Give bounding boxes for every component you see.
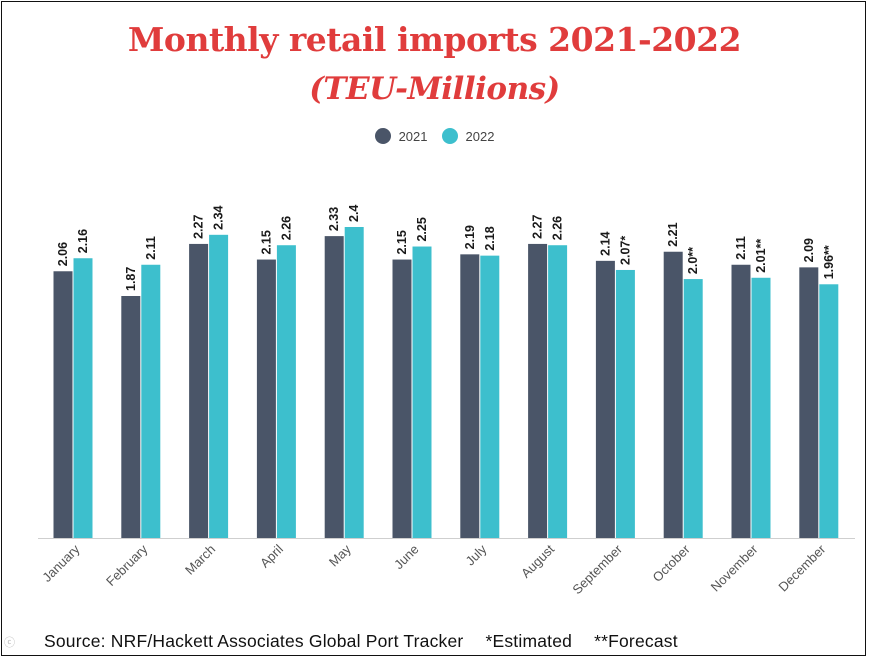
watermark: ⓒ [4, 637, 15, 649]
bar-2022-october [683, 279, 703, 538]
x-tick-march: March [182, 542, 218, 578]
estimated-note: *Estimated [485, 631, 573, 651]
legend-swatch-2021 [374, 128, 391, 144]
data-label-2022-february: 2.11 [144, 236, 158, 260]
bar-2022-january [73, 258, 93, 538]
data-label-2022-june: 2.25 [415, 217, 429, 241]
bar-2022-april [276, 245, 296, 538]
data-label-2021-november: 2.11 [734, 236, 748, 260]
x-tick-january: January [39, 541, 83, 585]
bar-2021-june [392, 259, 412, 538]
bar-2022-september [615, 269, 635, 538]
chart-footer: Source: NRF/Hackett Associates Global Po… [44, 631, 700, 652]
bar-2022-march [209, 234, 229, 538]
bar-2021-july [460, 254, 480, 538]
bar-2022-february [141, 264, 161, 538]
bar-2021-december [799, 267, 819, 538]
data-label-2022-december: 1.96** [822, 245, 836, 279]
data-label-2021-may: 2.33 [327, 207, 341, 231]
x-tick-may: May [326, 541, 354, 569]
x-tick-august: August [518, 541, 557, 580]
data-label-2021-september: 2.14 [598, 231, 612, 255]
bar-2021-may [324, 236, 344, 538]
bar-2021-april [256, 259, 276, 538]
data-label-2021-june: 2.15 [395, 230, 409, 254]
bar-2022-november [751, 277, 771, 538]
bar-2022-december [819, 284, 839, 538]
data-label-2021-january: 2.06 [56, 242, 70, 266]
legend-label-2022: 2022 [465, 128, 495, 144]
data-label-2022-october: 2.0** [686, 247, 700, 274]
data-label-2022-may: 2.4 [347, 205, 361, 222]
data-label-2022-november: 2.01** [754, 239, 768, 273]
x-tick-june: June [391, 542, 422, 573]
bar-2021-august [528, 243, 548, 538]
bar-2022-august [548, 245, 568, 538]
data-label-2021-july: 2.19 [463, 225, 477, 249]
x-tick-october: October [650, 541, 694, 585]
bar-2021-february [121, 296, 141, 538]
x-tick-december: December [775, 541, 828, 594]
data-label-2022-july: 2.18 [483, 226, 497, 250]
chart-subtitle: (TEU-Millions) [309, 71, 560, 107]
x-tick-september: September [569, 541, 625, 597]
bar-2022-june [412, 246, 432, 538]
bar-2021-january [53, 271, 73, 538]
data-label-2022-september: 2.07* [618, 236, 632, 265]
chart-legend: 2021 2022 [0, 128, 869, 144]
bar-2021-november [731, 264, 751, 538]
bar-2022-july [480, 255, 500, 538]
data-label-2021-march: 2.27 [192, 215, 206, 239]
legend-swatch-2022 [441, 128, 458, 144]
bar-2021-september [595, 260, 615, 538]
x-tick-april: April [257, 541, 286, 570]
legend-label-2021: 2021 [398, 128, 428, 144]
data-label-2022-april: 2.26 [279, 216, 293, 240]
chart-title: Monthly retail imports 2021-2022 [127, 20, 742, 59]
x-tick-july: July [462, 541, 489, 568]
legend-item-2022: 2022 [441, 128, 495, 144]
x-tick-november: November [708, 541, 761, 594]
data-label-2021-april: 2.15 [259, 230, 273, 254]
data-label-2022-august: 2.26 [551, 216, 565, 240]
data-label-2022-march: 2.34 [212, 205, 226, 229]
x-tick-february: February [103, 541, 151, 589]
data-label-2021-october: 2.21 [666, 222, 680, 246]
data-label-2022-january: 2.16 [76, 229, 90, 253]
forecast-note: **Forecast [594, 631, 678, 651]
bar-2021-october [663, 251, 683, 539]
data-label-2021-august: 2.27 [531, 215, 545, 239]
bar-2021-march [189, 243, 209, 538]
bar-2022-may [344, 227, 364, 538]
data-label-2021-december: 2.09 [802, 238, 816, 262]
data-label-2021-february: 1.87 [124, 267, 138, 291]
source-note: Source: NRF/Hackett Associates Global Po… [44, 631, 464, 651]
legend-item-2021: 2021 [374, 128, 428, 144]
